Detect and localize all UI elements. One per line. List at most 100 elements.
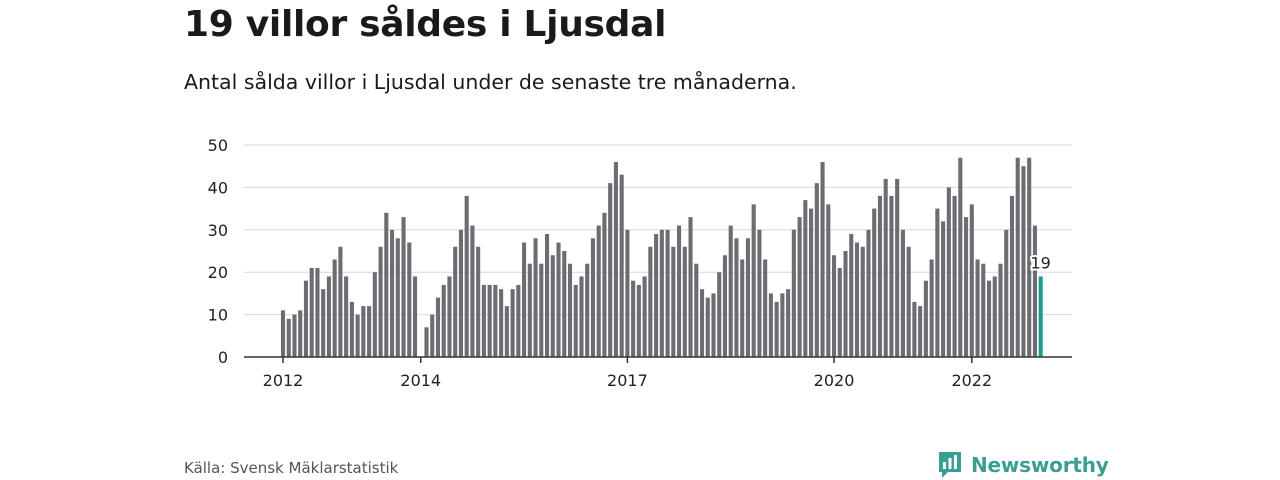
- bar[interactable]: [998, 263, 1003, 357]
- bar[interactable]: [809, 208, 814, 357]
- bar[interactable]: [573, 284, 578, 357]
- bar[interactable]: [522, 242, 527, 357]
- bar[interactable]: [889, 195, 894, 357]
- bar[interactable]: [1009, 195, 1015, 357]
- bar[interactable]: [527, 263, 532, 357]
- bar[interactable]: [895, 178, 900, 357]
- bar[interactable]: [918, 306, 923, 357]
- bar[interactable]: [958, 157, 963, 357]
- bar[interactable]: [826, 204, 831, 357]
- bar[interactable]: [786, 289, 791, 357]
- bar[interactable]: [642, 276, 647, 357]
- bar[interactable]: [499, 289, 504, 357]
- bar[interactable]: [596, 225, 601, 357]
- bar[interactable]: [631, 280, 636, 357]
- bar[interactable]: [292, 314, 297, 357]
- bar[interactable]: [946, 187, 951, 357]
- bar[interactable]: [481, 284, 486, 357]
- bar[interactable]: [929, 259, 934, 357]
- bar[interactable]: [820, 161, 825, 357]
- bar[interactable]: [539, 263, 544, 357]
- bar[interactable]: [900, 229, 905, 357]
- bar[interactable]: [556, 242, 561, 357]
- bar[interactable]: [849, 234, 854, 357]
- bar[interactable]: [579, 276, 584, 357]
- bar[interactable]: [487, 284, 492, 357]
- bar[interactable]: [854, 242, 860, 357]
- bar[interactable]: [458, 229, 463, 357]
- bar[interactable]: [447, 276, 452, 357]
- bar[interactable]: [682, 246, 687, 357]
- bar[interactable]: [286, 318, 291, 357]
- bar[interactable]: [711, 293, 716, 357]
- bar[interactable]: [923, 280, 928, 357]
- bar[interactable]: [986, 280, 992, 357]
- bar[interactable]: [407, 242, 412, 357]
- bar[interactable]: [590, 238, 596, 357]
- bar[interactable]: [619, 174, 624, 357]
- bar[interactable]: [969, 204, 974, 357]
- bar[interactable]: [722, 255, 728, 357]
- bar[interactable]: [860, 246, 865, 357]
- bar[interactable]: [768, 293, 773, 357]
- bar[interactable]: [361, 306, 366, 357]
- bar[interactable]: [602, 212, 607, 357]
- bar[interactable]: [941, 221, 946, 357]
- bar[interactable]: [740, 259, 745, 357]
- bar[interactable]: [1015, 157, 1020, 357]
- bar[interactable]: [430, 314, 435, 357]
- bar[interactable]: [791, 229, 796, 357]
- bar[interactable]: [1032, 225, 1037, 357]
- bar[interactable]: [912, 301, 917, 357]
- bar[interactable]: [992, 276, 997, 357]
- bar[interactable]: [585, 263, 590, 357]
- bar[interactable]: [516, 284, 521, 357]
- bar[interactable]: [309, 267, 314, 357]
- bar[interactable]: [424, 327, 429, 357]
- bar[interactable]: [344, 276, 349, 357]
- bar[interactable]: [677, 225, 682, 357]
- bar[interactable]: [636, 284, 641, 357]
- bar[interactable]: [975, 259, 980, 357]
- bar[interactable]: [544, 234, 550, 357]
- bar[interactable]: [550, 255, 555, 357]
- bar[interactable]: [303, 280, 309, 357]
- bar[interactable]: [1027, 157, 1032, 357]
- bar[interactable]: [338, 246, 343, 357]
- bar[interactable]: [510, 289, 515, 357]
- bar[interactable]: [298, 310, 303, 357]
- bar[interactable]: [654, 234, 659, 357]
- bar[interactable]: [648, 246, 653, 357]
- bar[interactable]: [349, 301, 354, 357]
- bar[interactable]: [470, 225, 475, 357]
- bar[interactable]: [843, 251, 848, 357]
- bar[interactable]: [401, 217, 406, 357]
- bar[interactable]: [326, 276, 331, 357]
- bar[interactable]: [717, 272, 722, 357]
- bar[interactable]: [504, 306, 509, 357]
- bar[interactable]: [395, 238, 400, 357]
- bar[interactable]: [935, 208, 940, 357]
- bar[interactable]: [734, 238, 739, 357]
- bar[interactable]: [625, 229, 630, 357]
- bar[interactable]: [378, 246, 383, 357]
- bar[interactable]: [390, 229, 395, 357]
- bar[interactable]: [831, 255, 837, 357]
- bar[interactable]: [705, 297, 710, 357]
- bar[interactable]: [384, 212, 389, 357]
- bar[interactable]: [952, 195, 957, 357]
- bar[interactable]: [562, 251, 567, 357]
- bar[interactable]: [659, 229, 664, 357]
- bar[interactable]: [665, 229, 670, 357]
- bar[interactable]: [763, 259, 768, 357]
- bar[interactable]: [1004, 229, 1009, 357]
- bar[interactable]: [441, 284, 446, 357]
- bar[interactable]: [372, 272, 377, 357]
- bar[interactable]: [608, 183, 613, 357]
- bar[interactable]: [699, 289, 705, 357]
- bar[interactable]: [866, 229, 871, 357]
- bar[interactable]: [533, 238, 538, 357]
- bar[interactable]: [355, 314, 360, 357]
- bar[interactable]: [757, 229, 762, 357]
- bar[interactable]: [688, 217, 693, 357]
